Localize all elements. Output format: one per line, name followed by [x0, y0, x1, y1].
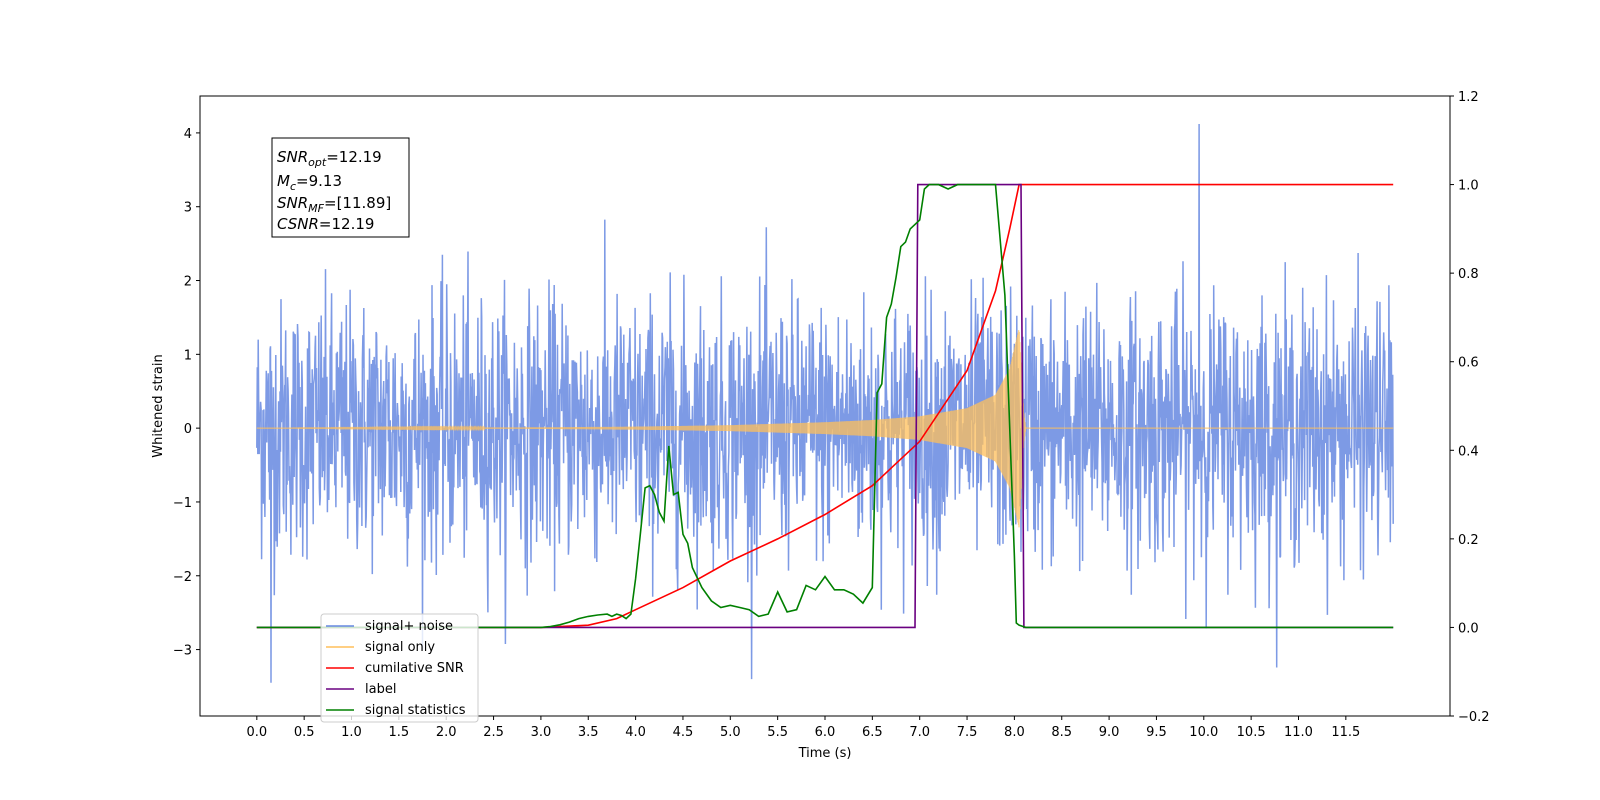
legend-label: cumilative SNR [365, 661, 464, 676]
annotation-box: SNRopt=12.19 Mc=9.13 SNRMF=[11.89] CSNR=… [271, 137, 410, 238]
x-axis: 0.0 0.5 1.0 1.5 2.0 2.5 3.0 3.5 4.0 4.5 5.0 5.5 6.0 6… [246, 716, 1360, 740]
y2-tick-label: 0.4 [1458, 444, 1479, 459]
x-tick-label: 0.5 [294, 725, 315, 740]
x-tick-label: 1.5 [389, 725, 410, 740]
y-tick-label: 1 [184, 348, 192, 363]
legend-label: signal+ noise [365, 619, 453, 634]
series-signal-noise [256, 123, 1394, 683]
x-tick-label: 7.5 [957, 725, 978, 740]
x-tick-label: 5.5 [767, 725, 788, 740]
x-tick-label: 11.0 [1284, 725, 1313, 740]
y-tick-label: 3 [184, 201, 192, 216]
annotation-frame [271, 137, 410, 238]
legend: signal+ noise signal only cumilative SNR… [320, 613, 479, 723]
x-tick-label: 7.0 [909, 725, 930, 740]
x-tick-label: 6.0 [815, 725, 836, 740]
legend-entry: signal only [326, 640, 435, 655]
y-tick-label: 4 [184, 127, 192, 142]
x-tick-label: 10.0 [1189, 725, 1218, 740]
x-tick-label: 3.5 [578, 725, 599, 740]
series-signal-only [256, 330, 1394, 528]
y-axis-left: −3 −2 −1 0 1 2 3 4 [173, 127, 200, 659]
x-axis-label: Time (s) [798, 746, 852, 761]
y-tick-label: 2 [184, 275, 192, 290]
legend-label: label [365, 682, 396, 697]
y-tick-label: −3 [173, 644, 192, 659]
y2-tick-label: −0.2 [1458, 710, 1490, 725]
signal-statistics-line [256, 183, 1394, 629]
x-tick-label: 8.5 [1051, 725, 1072, 740]
y-tick-label: 0 [184, 422, 192, 437]
x-tick-label: 6.5 [862, 725, 883, 740]
y-tick-label: −1 [173, 496, 192, 511]
x-tick-label: 10.5 [1237, 725, 1266, 740]
x-tick-label: 5.0 [720, 725, 741, 740]
x-tick-label: 9.0 [1099, 725, 1120, 740]
y-axis-right: −0.2 0.0 0.2 0.4 0.6 0.8 1.0 1.2 [1450, 90, 1490, 725]
x-tick-label: 0.0 [246, 725, 267, 740]
y2-tick-label: 1.0 [1458, 179, 1479, 194]
x-tick-label: 8.0 [1004, 725, 1025, 740]
annotation-csnr: CSNR=12.19 [277, 215, 374, 233]
y2-tick-label: 0.8 [1458, 267, 1479, 282]
legend-entry: signal statistics [326, 703, 466, 718]
cumilative-snr-line [256, 183, 1394, 629]
noise-trace [256, 123, 1394, 683]
y2-tick-label: 0.0 [1458, 621, 1479, 636]
y-tick-label: −2 [173, 570, 192, 585]
x-tick-label: 9.5 [1146, 725, 1167, 740]
legend-frame [320, 613, 479, 723]
y-axis-label: Whitened strain [151, 354, 166, 457]
y2-tick-label: 1.2 [1458, 90, 1479, 105]
y2-tick-label: 0.2 [1458, 533, 1479, 548]
signal-only-trace [256, 330, 1394, 528]
annotation-snr-opt: SNRopt=12.19 [277, 148, 382, 169]
x-tick-label: 2.0 [436, 725, 457, 740]
legend-entry: label [326, 682, 396, 697]
legend-entry: signal+ noise [326, 619, 453, 634]
legend-label: signal only [365, 640, 435, 655]
x-tick-label: 4.0 [625, 725, 646, 740]
x-tick-label: 11.5 [1331, 725, 1360, 740]
x-tick-label: 4.5 [673, 725, 694, 740]
right-axis-series [256, 183, 1394, 629]
annotation-snr-mf: SNRMF=[11.89] [277, 194, 391, 215]
legend-label: signal statistics [365, 703, 466, 718]
x-tick-label: 3.0 [531, 725, 552, 740]
y2-tick-label: 0.6 [1458, 356, 1479, 371]
x-tick-label: 1.0 [341, 725, 362, 740]
legend-entry: cumilative SNR [326, 661, 464, 676]
x-tick-label: 2.5 [483, 725, 504, 740]
annotation-mc: Mc=9.13 [277, 172, 342, 193]
